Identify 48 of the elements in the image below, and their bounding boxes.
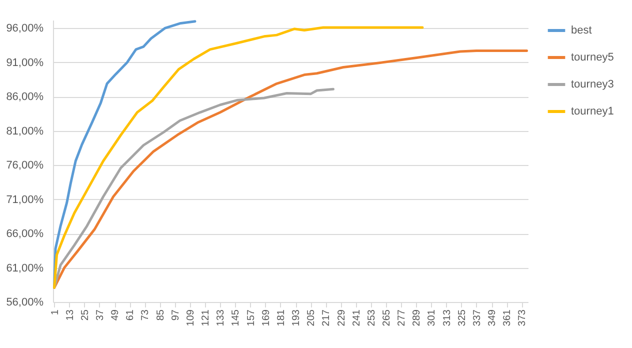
x-tick-label: 193 <box>291 309 302 326</box>
y-tick-label: 86,00% <box>6 91 44 104</box>
x-tick-label: 253 <box>366 309 378 326</box>
y-tick-label: 61,00% <box>6 262 44 274</box>
x-tick-label: 121 <box>200 309 212 326</box>
line-series <box>53 88 334 289</box>
x-tick-label: 133 <box>216 309 227 326</box>
legend-label: tourney1 <box>571 106 614 118</box>
x-tick-label: 265 <box>382 309 393 326</box>
x-tick-label: 205 <box>306 309 318 326</box>
x-tick-label: 97 <box>170 309 182 321</box>
x-tick-label: 61 <box>125 309 136 321</box>
y-tick-label: 91,00% <box>6 56 44 69</box>
x-tick-label: 325 <box>456 309 468 326</box>
x-tick-label: 217 <box>321 309 332 326</box>
x-tick-label: 157 <box>246 309 257 326</box>
x-tick-label: 169 <box>260 309 272 326</box>
x-tick-label: 313 <box>442 309 453 326</box>
x-tick-label: 85 <box>155 309 166 321</box>
x-tick-label: 337 <box>472 309 483 326</box>
line-series <box>53 26 424 289</box>
legend-label: tourney5 <box>571 52 614 64</box>
legend-label: best <box>571 24 592 36</box>
x-tick-label: 25 <box>80 309 91 321</box>
line-series <box>53 50 528 289</box>
y-tick-label: 76,00% <box>6 160 44 172</box>
x-tick-label: 1 <box>50 309 61 316</box>
y-tick-label: 71,00% <box>6 194 44 206</box>
x-tick-label: 289 <box>412 309 423 326</box>
x-tick-label: 349 <box>487 309 498 326</box>
y-tick-label: 56,00% <box>6 296 44 308</box>
x-tick-label: 361 <box>502 309 514 326</box>
x-tick-label: 301 <box>426 309 438 326</box>
x-tick-label: 37 <box>94 309 106 321</box>
x-tick-label: 277 <box>396 309 408 326</box>
x-tick-label: 241 <box>351 309 362 326</box>
legend-label: tourney3 <box>571 78 614 90</box>
y-tick-label: 96,00% <box>6 22 44 35</box>
x-tick-label: 181 <box>276 309 287 326</box>
x-tick-label: 145 <box>230 309 242 326</box>
x-tick-label: 73 <box>140 309 152 321</box>
y-tick-label: 81,00% <box>6 125 44 138</box>
x-tick-label: 49 <box>110 309 122 321</box>
x-tick-label: 229 <box>336 309 348 326</box>
y-tick-label: 66,00% <box>6 228 44 240</box>
x-tick-label: 109 <box>185 309 196 326</box>
x-tick-label: 373 <box>517 309 528 326</box>
x-tick-label: 13 <box>64 309 76 321</box>
